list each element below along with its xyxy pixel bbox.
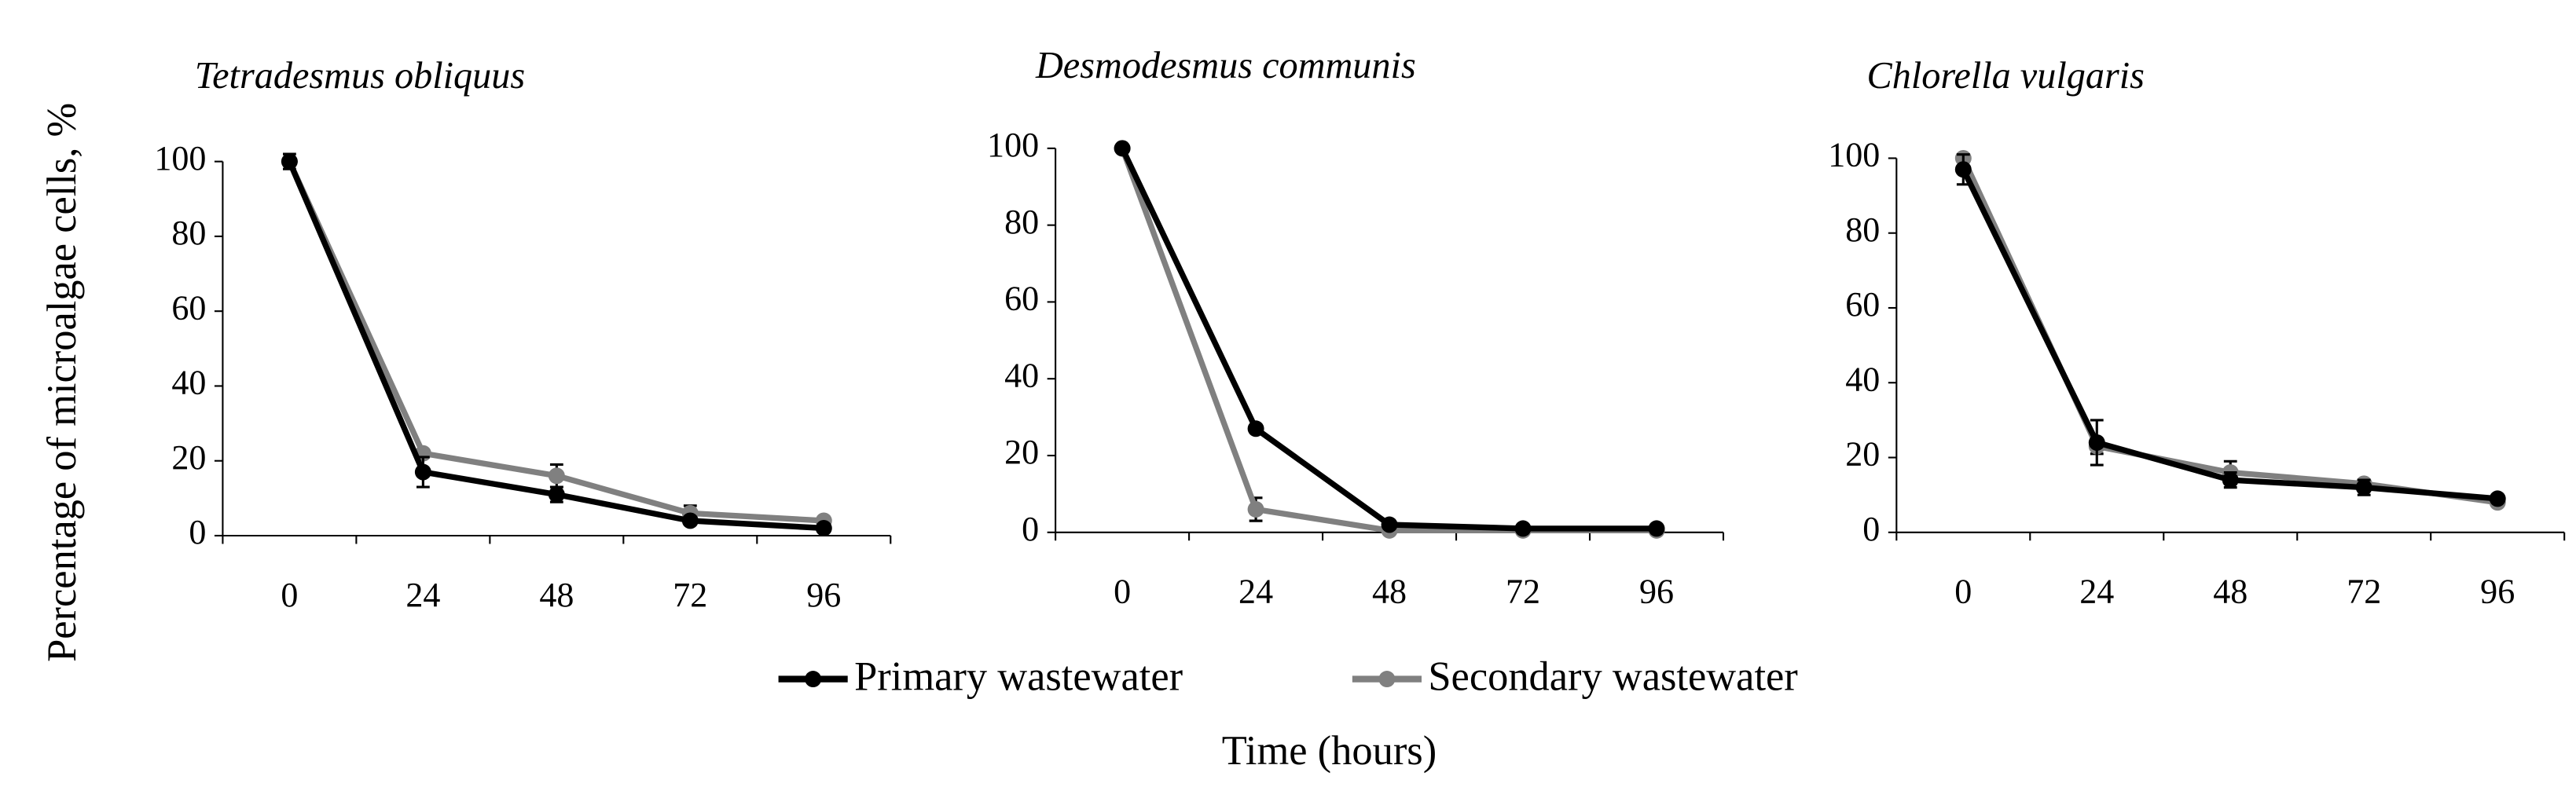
x-tick-label: 24 [405,576,440,614]
chart-title: Tetradesmus obliquus [195,55,525,97]
x-tick-label: 96 [806,576,841,614]
x-tick-label: 96 [2480,573,2515,611]
y-tick-label: 0 [1022,510,1039,548]
y-tick-label: 100 [154,139,206,178]
legend-marker [805,671,822,688]
point [548,467,565,485]
y-tick-label: 40 [1845,360,1880,398]
y-tick-label: 20 [1004,433,1039,471]
point [1247,500,1264,518]
x-tick-label: 0 [1114,573,1131,611]
legend-marker [1378,671,1396,688]
x-tick-label: 48 [2213,573,2248,611]
point [281,153,298,170]
point [1381,516,1398,533]
point [1114,140,1131,157]
legend-label: Secondary wastewater [1428,654,1797,700]
x-axis-label: Time (hours) [1222,728,1437,774]
y-tick-label: 80 [171,214,206,252]
series-line [1119,147,1657,534]
y-tick-label: 80 [1845,210,1880,249]
point [1247,420,1264,437]
x-tick-label: 72 [673,576,707,614]
y-tick-label: 60 [171,288,206,327]
point [815,519,832,536]
point [2355,479,2372,496]
y-tick-label: 60 [1845,285,1880,324]
x-tick-label: 96 [1639,573,1674,611]
y-tick-label: 100 [987,126,1039,164]
series-line [1961,168,2498,502]
series-line [1119,147,1657,532]
legend-label: Primary wastewater [854,654,1183,700]
y-tick-label: 20 [171,438,206,477]
chart-title: Chlorella vulgaris [1867,55,2145,97]
y-tick-label: 40 [1004,356,1039,394]
y-tick-label: 0 [1862,510,1880,548]
point [2222,471,2239,489]
point [1648,520,1665,537]
x-tick-label: 48 [539,576,574,614]
y-axis-label: Percentage of microalgae cells, % [39,103,85,662]
y-tick-label: 20 [1845,435,1880,474]
y-tick-label: 0 [189,513,206,551]
x-tick-label: 24 [2079,573,2114,611]
x-tick-label: 24 [1238,573,1273,611]
y-tick-label: 100 [1828,136,1880,174]
x-tick-label: 72 [2347,573,2381,611]
y-tick-label: 60 [1004,280,1039,318]
point [2088,434,2105,451]
x-tick-label: 72 [1506,573,1540,611]
y-tick-label: 40 [171,364,206,402]
point [1514,520,1532,537]
x-tick-label: 0 [1954,573,1972,611]
y-tick-label: 80 [1004,203,1039,241]
point [2489,490,2506,507]
point [681,512,699,529]
x-tick-label: 48 [1372,573,1407,611]
point [548,486,565,503]
chart-title: Desmodesmus communis [1035,45,1416,86]
x-tick-label: 0 [281,576,298,614]
point [414,463,431,481]
point [1954,161,1972,178]
